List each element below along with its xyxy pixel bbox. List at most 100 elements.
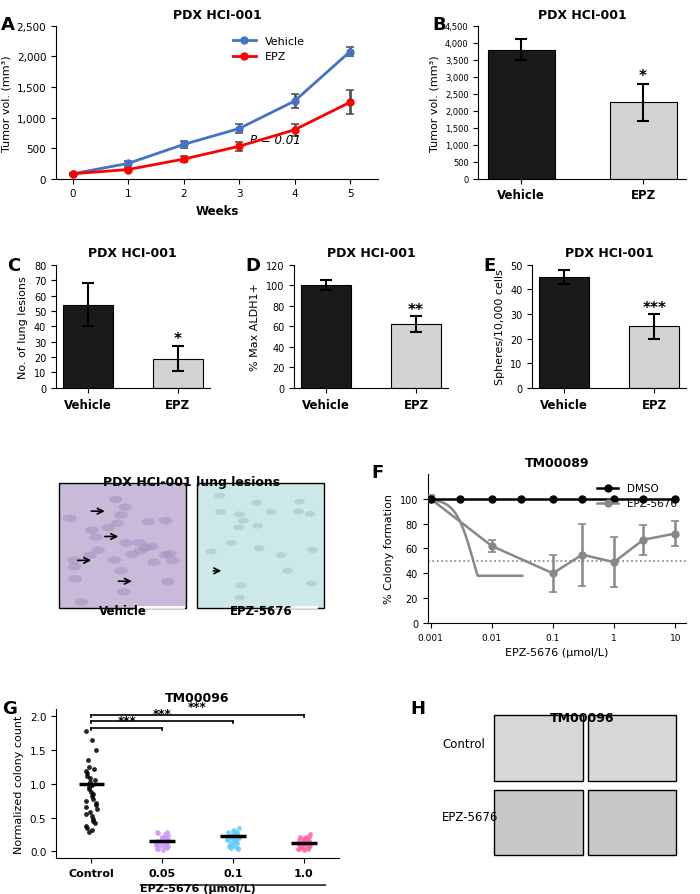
- Point: [293, 833, 304, 848]
- Circle shape: [253, 545, 265, 552]
- Point: [232, 827, 243, 841]
- Point: [161, 839, 172, 853]
- Circle shape: [282, 569, 293, 574]
- Circle shape: [132, 539, 146, 547]
- Bar: [494, 789, 582, 856]
- Circle shape: [102, 524, 115, 532]
- Circle shape: [109, 496, 122, 503]
- Point: [158, 833, 169, 848]
- Circle shape: [226, 540, 237, 546]
- Bar: [610, 103, 677, 180]
- X-axis label: Weeks: Weeks: [195, 205, 239, 218]
- Circle shape: [307, 547, 318, 553]
- Circle shape: [233, 525, 244, 531]
- Circle shape: [238, 519, 248, 524]
- Point: [81, 766, 92, 780]
- Point: [294, 841, 305, 856]
- Bar: [59, 484, 186, 609]
- Point: [298, 836, 309, 850]
- Point: [150, 836, 162, 850]
- Point: [228, 822, 239, 837]
- Point: [295, 831, 306, 845]
- Point: [153, 826, 164, 840]
- Point: [87, 732, 98, 746]
- Y-axis label: No. of lung lesions: No. of lung lesions: [18, 275, 28, 378]
- Point: [83, 825, 94, 839]
- Text: F: F: [371, 464, 383, 482]
- Circle shape: [91, 547, 105, 554]
- Point: [294, 839, 305, 853]
- Circle shape: [306, 581, 317, 586]
- Circle shape: [89, 534, 103, 542]
- Point: [80, 807, 91, 822]
- Point: [298, 835, 309, 849]
- Point: [233, 821, 244, 835]
- Point: [300, 831, 312, 845]
- Point: [84, 805, 95, 820]
- Bar: [494, 715, 582, 780]
- Circle shape: [215, 510, 226, 515]
- Bar: [587, 715, 676, 780]
- Text: *: *: [639, 69, 647, 83]
- Point: [228, 834, 239, 848]
- Text: E: E: [483, 257, 496, 274]
- Circle shape: [163, 551, 176, 558]
- Title: TM00089: TM00089: [524, 456, 589, 469]
- Circle shape: [85, 527, 99, 535]
- Point: [224, 839, 235, 853]
- Point: [302, 836, 314, 850]
- Text: ***: ***: [642, 300, 666, 316]
- Point: [222, 832, 233, 847]
- Point: [151, 824, 162, 839]
- Point: [90, 773, 101, 788]
- Text: C: C: [7, 257, 20, 274]
- Y-axis label: Spheres/10,000 cells: Spheres/10,000 cells: [495, 269, 505, 384]
- Point: [152, 839, 163, 853]
- Point: [298, 832, 309, 847]
- Point: [83, 780, 94, 794]
- Point: [299, 833, 310, 848]
- Point: [224, 839, 235, 853]
- Point: [293, 838, 304, 852]
- Bar: [587, 789, 676, 856]
- Text: *: *: [174, 332, 182, 347]
- Circle shape: [214, 493, 225, 499]
- Point: [86, 822, 97, 837]
- Point: [156, 833, 167, 848]
- Circle shape: [293, 509, 304, 515]
- Point: [225, 836, 236, 850]
- Point: [304, 827, 315, 841]
- Circle shape: [117, 588, 130, 595]
- Bar: [539, 278, 589, 388]
- Point: [152, 841, 163, 856]
- Point: [229, 827, 240, 841]
- Point: [300, 834, 312, 848]
- Point: [160, 827, 171, 841]
- Bar: [488, 51, 555, 180]
- Point: [232, 842, 244, 856]
- Point: [158, 831, 169, 845]
- Point: [151, 836, 162, 850]
- Bar: [153, 359, 203, 388]
- Point: [222, 832, 233, 847]
- Text: G: G: [2, 699, 17, 717]
- Point: [232, 836, 243, 850]
- Point: [234, 831, 245, 845]
- Point: [162, 828, 174, 842]
- Point: [87, 787, 98, 801]
- Title: TM00096: TM00096: [165, 691, 230, 704]
- Point: [302, 836, 313, 850]
- Point: [162, 832, 174, 847]
- Point: [303, 833, 314, 848]
- Point: [83, 782, 94, 797]
- Point: [159, 831, 170, 845]
- Bar: [391, 325, 441, 388]
- Point: [80, 819, 92, 833]
- Circle shape: [276, 552, 286, 559]
- Circle shape: [114, 568, 128, 575]
- Y-axis label: % Colony formation: % Colony formation: [384, 493, 394, 603]
- Point: [302, 837, 313, 851]
- Circle shape: [206, 549, 216, 554]
- Point: [296, 839, 307, 853]
- Point: [160, 839, 172, 854]
